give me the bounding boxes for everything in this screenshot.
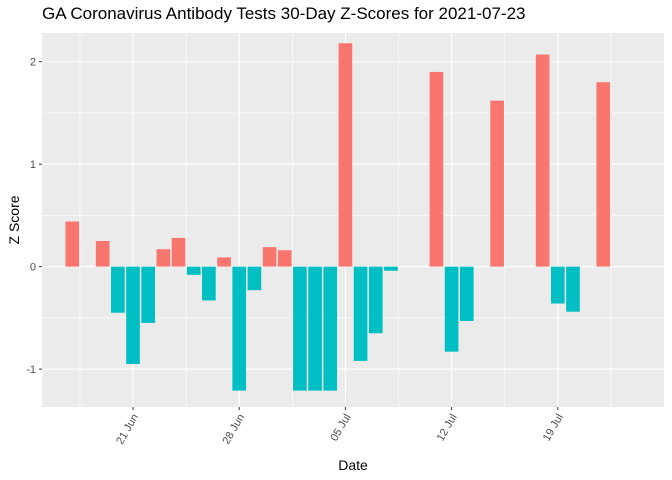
x-tick-label: 19 Jul [541, 412, 566, 443]
bar [490, 100, 504, 267]
bar [535, 54, 550, 267]
bar [429, 71, 444, 267]
y-axis-title: Z Score [6, 195, 22, 244]
bar [186, 266, 201, 275]
bar [550, 266, 565, 304]
bar [444, 266, 459, 352]
bar [368, 266, 383, 334]
bar [596, 82, 611, 267]
bar [459, 266, 474, 321]
bar [95, 241, 110, 267]
x-tick-label: 05 Jul [328, 412, 353, 443]
grid-minor [42, 33, 664, 407]
y-tick-label: 0 [30, 262, 36, 274]
bar [217, 257, 231, 267]
bar [141, 266, 156, 323]
bar [202, 266, 216, 301]
plot-panel [42, 33, 664, 407]
bar [247, 266, 262, 291]
x-tick-label: 12 Jul [435, 412, 460, 443]
bar [384, 266, 398, 271]
bar [262, 247, 277, 267]
bar [277, 250, 292, 267]
x-tick-label: 28 Jun [220, 412, 247, 447]
bar [171, 237, 186, 267]
y-axis: -1 0 1 2 [26, 57, 42, 376]
bar [323, 266, 338, 391]
x-axis-title: Date [338, 457, 368, 473]
bar [353, 266, 368, 361]
y-tick-label: 1 [30, 159, 36, 171]
y-tick-label: 2 [30, 57, 36, 69]
bar [338, 43, 353, 267]
bar [293, 266, 307, 391]
bar [232, 266, 247, 391]
bar [111, 266, 125, 313]
y-tick-label: -1 [26, 364, 36, 376]
bar [126, 266, 140, 364]
bar [308, 266, 322, 391]
chart-title: GA Coronavirus Antibody Tests 30-Day Z-S… [42, 4, 526, 23]
bar [65, 221, 80, 267]
x-axis: 21 Jun 28 Jun 05 Jul 12 Jul 19 Jul [114, 407, 566, 447]
x-tick-label: 21 Jun [114, 412, 141, 447]
bar [566, 266, 580, 312]
bars [65, 43, 611, 391]
bar [156, 249, 171, 267]
